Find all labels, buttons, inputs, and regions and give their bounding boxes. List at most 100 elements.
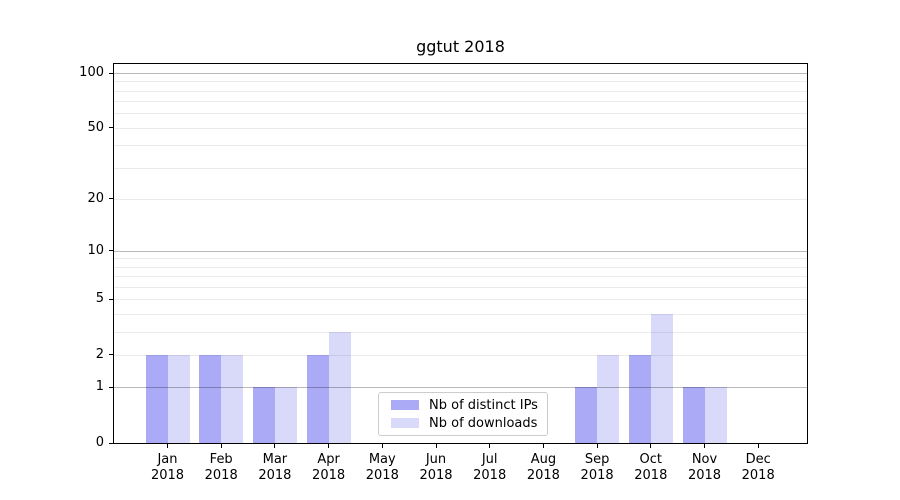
gridline-major — [114, 387, 807, 389]
gridline-minor — [114, 276, 807, 278]
bar-distinct-ips — [306, 354, 329, 443]
gridline-minor — [114, 145, 807, 147]
bar-downloads — [704, 387, 727, 443]
x-tick-month: Feb — [209, 452, 233, 467]
gridline-minor — [114, 90, 807, 92]
gridline-major — [114, 250, 807, 252]
bar-distinct-ips — [199, 354, 222, 443]
gridline-minor — [114, 113, 807, 115]
x-tick-label: Jul 2018 — [450, 452, 530, 484]
x-tick-label: Jan 2018 — [128, 452, 208, 484]
y-tick-label: 1 — [95, 379, 104, 395]
y-tick-label: 2 — [95, 346, 104, 362]
x-tick-mark — [596, 444, 598, 448]
legend-swatch-downloads — [391, 418, 419, 428]
bar-downloads — [650, 314, 673, 443]
y-tick-label: 50 — [87, 119, 104, 135]
x-tick-year: 2018 — [741, 468, 775, 483]
y-tick-label: 0 — [95, 435, 104, 450]
x-tick-month: Oct — [639, 452, 663, 467]
x-tick-label: Dec 2018 — [718, 452, 798, 484]
chart-title: ggtut 2018 — [416, 37, 505, 56]
bar-distinct-ips — [145, 354, 168, 443]
gridline-minor — [114, 127, 807, 129]
x-tick-year: 2018 — [258, 468, 292, 483]
x-tick-year: 2018 — [150, 468, 185, 483]
y-tick-mark — [109, 298, 113, 300]
x-tick-label: Mar 2018 — [235, 452, 315, 484]
gridline-major — [114, 73, 807, 74]
y-tick-mark — [109, 386, 113, 388]
x-tick-month: Jul — [481, 452, 498, 467]
legend-item-distinct-ips: Nb of distinct IPs — [387, 398, 539, 413]
gridline-minor — [114, 258, 807, 260]
y-tick-mark — [109, 127, 113, 129]
x-tick-mark — [650, 444, 652, 448]
plot-area: Nb of distinct IPs Nb of downloads 0 1 2 5 1… — [79, 63, 808, 483]
y-tick-mark — [109, 198, 113, 200]
x-tick-label: Oct 2018 — [611, 452, 691, 484]
legend: Nb of distinct IPs Nb of downloads — [378, 392, 548, 436]
gridline-minor — [114, 314, 807, 315]
bar-downloads — [221, 354, 244, 443]
x-tick-label: Sep 2018 — [557, 452, 637, 484]
bar-downloads — [597, 354, 620, 443]
x-tick-label: Nov 2018 — [665, 452, 745, 484]
x-tick-label: Apr 2018 — [289, 452, 369, 484]
legend-item-downloads: Nb of downloads — [387, 416, 539, 431]
x-tick-month: Aug — [530, 452, 557, 467]
x-tick-label: Feb 2018 — [181, 452, 261, 484]
x-tick-month: Apr — [317, 452, 340, 467]
x-tick-mark — [757, 444, 759, 448]
x-tick-mark — [381, 444, 383, 448]
y-tick-label: 10 — [87, 242, 104, 258]
y-tick-label: 20 — [87, 190, 104, 206]
gridline-minor — [114, 101, 807, 103]
x-tick-year: 2018 — [473, 468, 507, 483]
x-tick-mark — [220, 444, 222, 448]
x-tick-mark — [489, 444, 491, 448]
x-tick-month: May — [368, 452, 396, 467]
gridline-minor — [114, 354, 807, 356]
gridline-minor — [114, 167, 807, 169]
legend-swatch-distinct-ips — [391, 400, 419, 410]
x-tick-mark — [167, 444, 168, 448]
x-tick-year: 2018 — [365, 468, 399, 483]
x-tick-year: 2018 — [204, 468, 238, 483]
x-tick-mark — [704, 444, 705, 448]
x-tick-year: 2018 — [419, 468, 453, 483]
x-tick-year: 2018 — [312, 468, 346, 483]
x-tick-mark — [435, 444, 437, 448]
x-tick-label: Jun 2018 — [396, 452, 476, 484]
x-tick-year: 2018 — [634, 468, 668, 483]
bar-distinct-ips — [682, 387, 705, 443]
gridline-minor — [114, 287, 807, 288]
legend-label: Nb of downloads — [429, 415, 538, 431]
gridline-minor — [114, 198, 807, 200]
bar-downloads — [167, 354, 190, 443]
gridline-minor — [114, 266, 807, 268]
bar-downloads — [328, 331, 351, 443]
bar-distinct-ips — [575, 387, 598, 443]
x-tick-month: Jun — [425, 452, 447, 467]
x-tick-label: Aug 2018 — [503, 452, 583, 484]
gridline-minor — [114, 81, 807, 83]
x-tick-mark — [328, 444, 330, 448]
x-tick-month: Jan — [157, 452, 178, 467]
gridline-minor — [114, 331, 807, 333]
gridline-minor — [114, 299, 807, 301]
x-tick-label: May 2018 — [342, 452, 422, 484]
legend-label: Nb of distinct IPs — [429, 397, 538, 413]
y-tick-label: 100 — [79, 65, 104, 80]
x-tick-year: 2018 — [526, 468, 560, 483]
bar-downloads — [274, 387, 297, 443]
x-tick-month: Dec — [745, 452, 771, 467]
x-tick-mark — [542, 444, 544, 448]
bar-distinct-ips — [252, 387, 275, 443]
x-tick-month: Nov — [691, 452, 718, 467]
x-tick-year: 2018 — [687, 468, 722, 483]
y-tick-mark — [109, 442, 113, 444]
x-tick-month: Sep — [584, 452, 610, 467]
bar-distinct-ips — [628, 354, 651, 443]
